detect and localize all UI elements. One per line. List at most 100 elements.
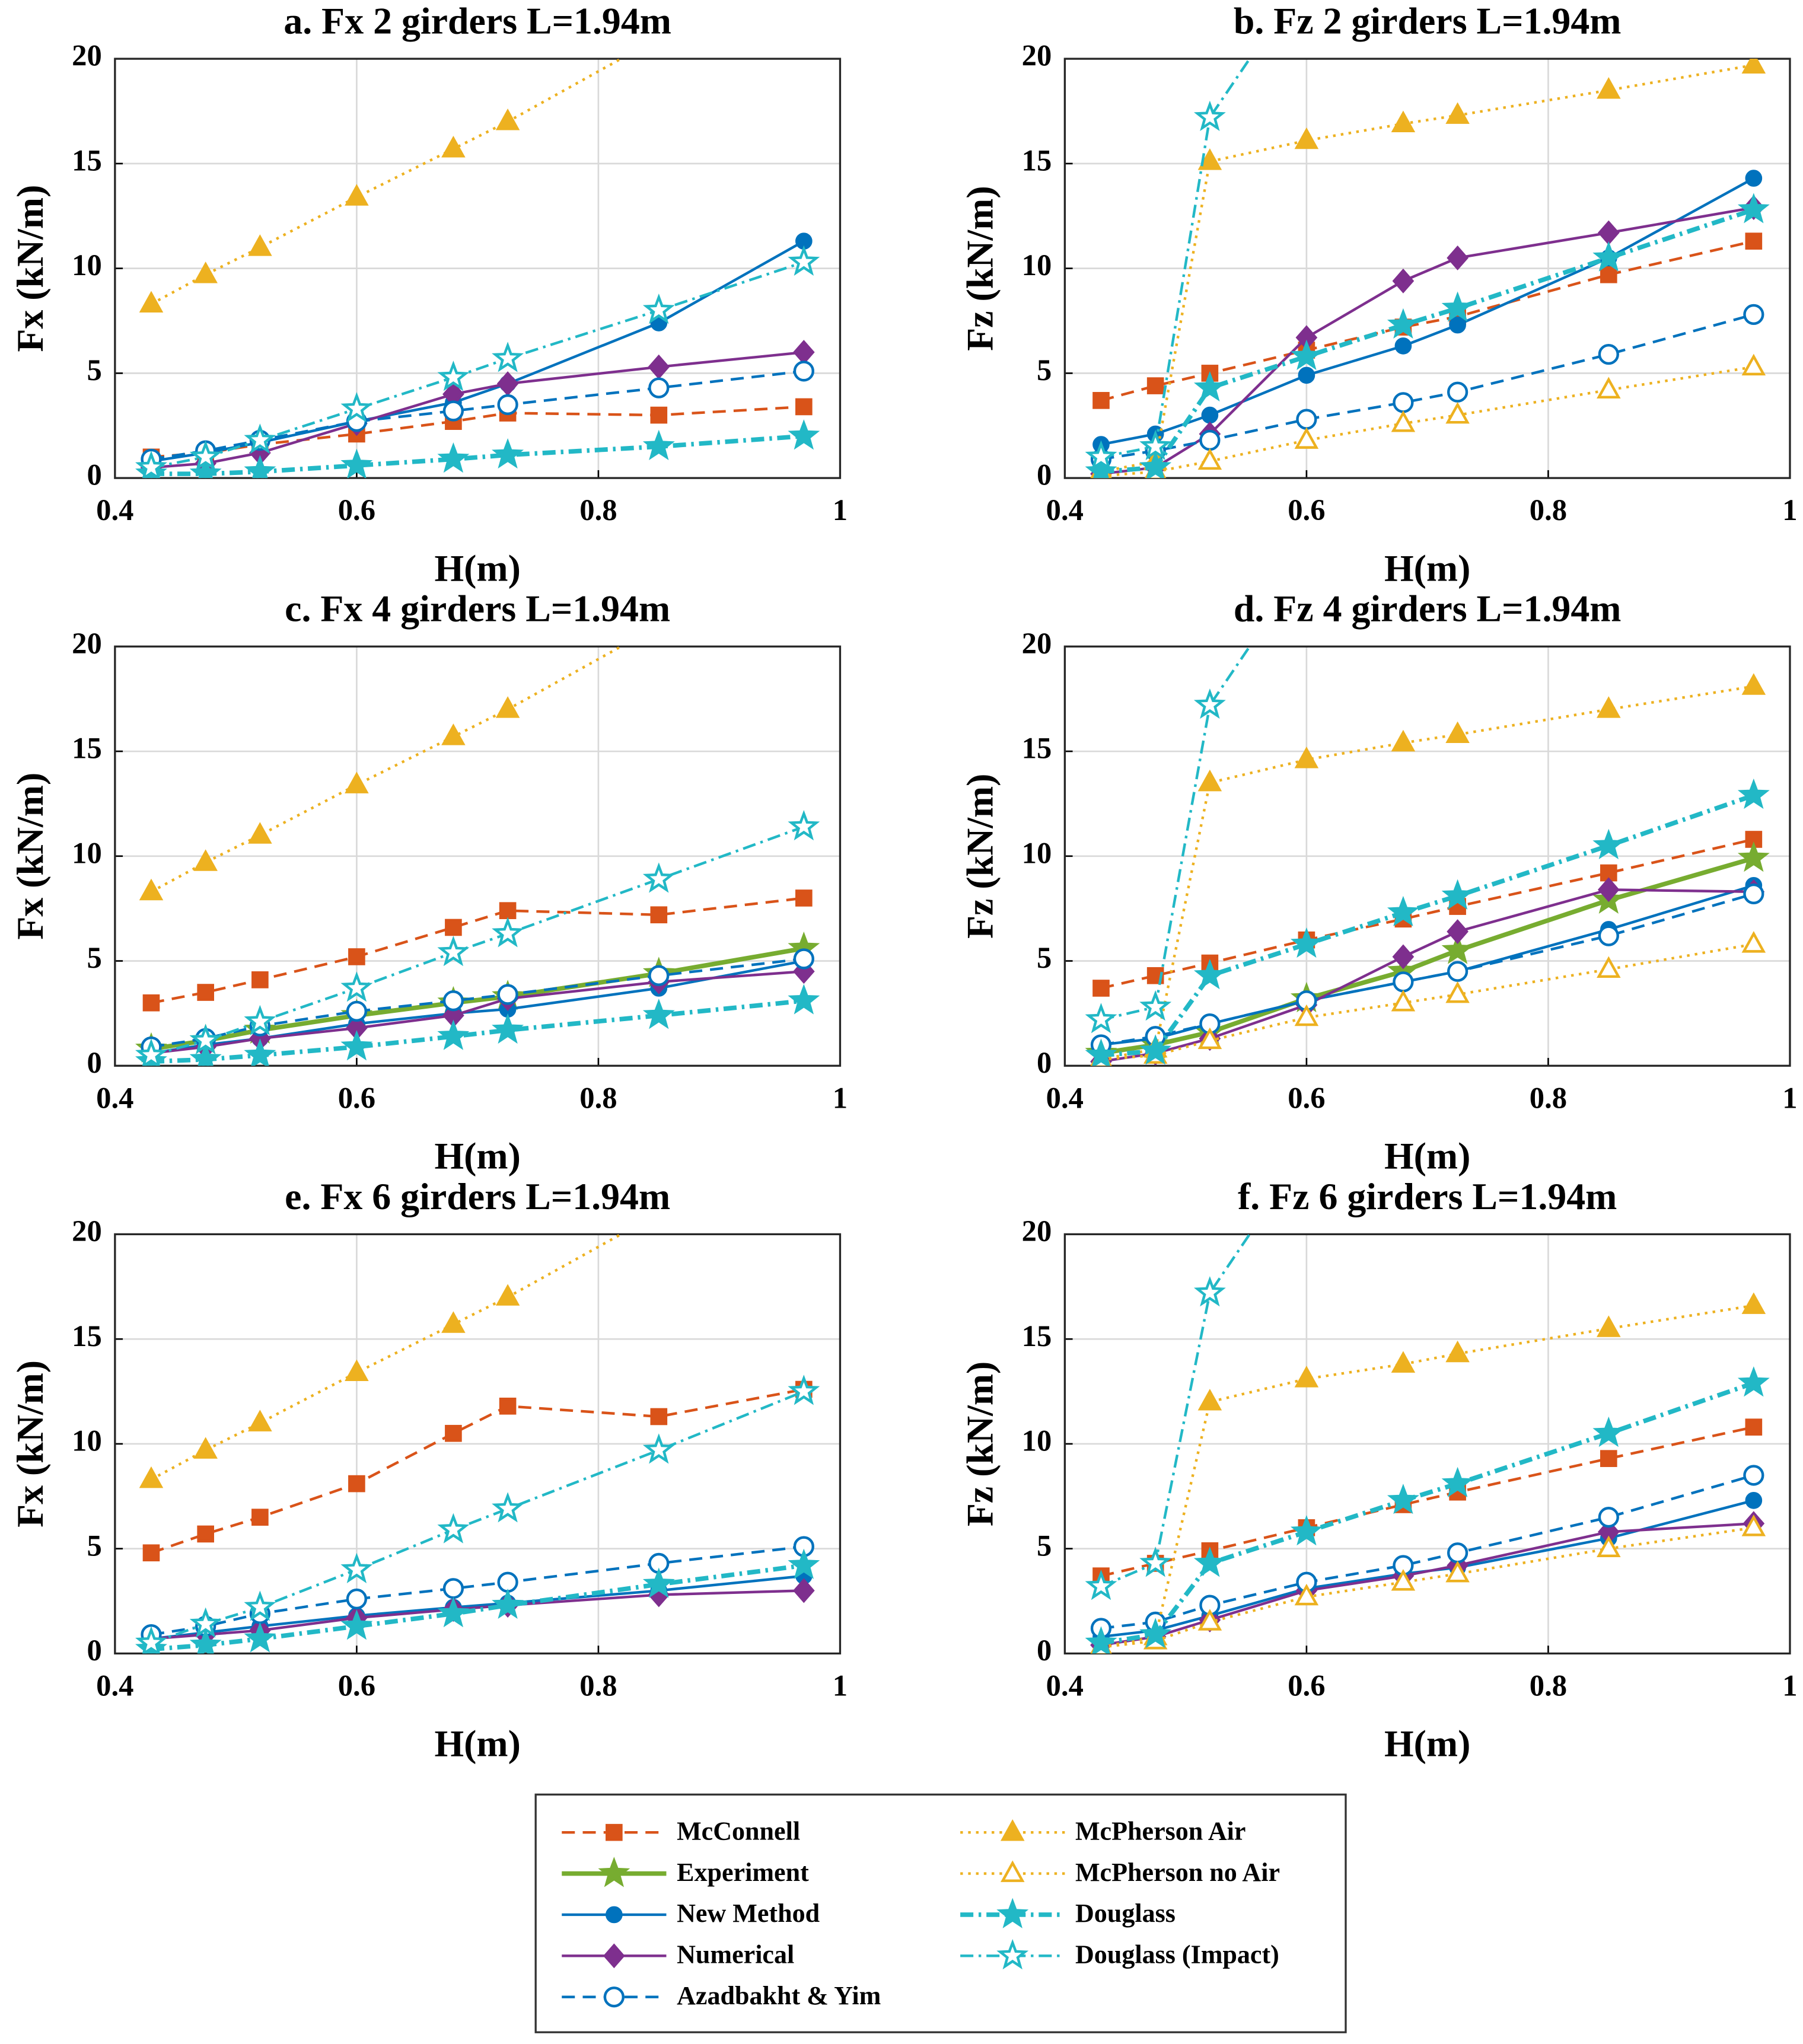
- marker: [348, 1475, 365, 1493]
- marker: [1441, 1466, 1474, 1498]
- marker: [437, 1513, 470, 1544]
- y-tick-label: 15: [1022, 144, 1052, 177]
- marker: [1298, 366, 1315, 384]
- x-tick-label: 0.8: [1530, 1081, 1567, 1114]
- marker: [139, 291, 164, 313]
- legend-label: Douglass (Impact): [1075, 1940, 1279, 1969]
- marker: [340, 1609, 373, 1640]
- marker: [442, 400, 464, 422]
- series-line: [1101, 177, 1754, 446]
- legend-label: McConnell: [677, 1817, 800, 1846]
- marker: [437, 1596, 470, 1628]
- series-line: [150, 59, 624, 305]
- marker: [497, 984, 518, 1005]
- marker: [642, 999, 675, 1029]
- marker: [788, 809, 820, 841]
- y-tick-label: 10: [1022, 836, 1052, 869]
- series-line: [1100, 240, 1754, 402]
- legend-label: Azadbakht & Yim: [677, 1981, 881, 2010]
- y-tick-label: 20: [1022, 39, 1052, 72]
- marker: [788, 1548, 820, 1579]
- marker: [1085, 1626, 1117, 1654]
- marker: [496, 371, 519, 397]
- y-tick-label: 0: [1037, 1046, 1052, 1079]
- series-line: [151, 1390, 805, 1644]
- marker: [1592, 1416, 1625, 1447]
- marker: [1447, 919, 1468, 945]
- marker: [1197, 1027, 1222, 1050]
- marker: [1387, 1484, 1419, 1514]
- marker: [788, 419, 820, 450]
- x-tick-label: 0.6: [1288, 493, 1325, 527]
- marker: [437, 1019, 470, 1050]
- marker: [139, 878, 164, 901]
- axes-frame: [1063, 1233, 1791, 1655]
- marker: [1000, 1819, 1025, 1841]
- marker: [1741, 931, 1766, 953]
- marker: [1745, 170, 1763, 187]
- marker: [1597, 696, 1621, 718]
- marker: [346, 1000, 368, 1022]
- y-tick-label: 10: [72, 836, 102, 869]
- marker: [1743, 304, 1764, 326]
- legend-label: New Method: [677, 1899, 820, 1928]
- marker: [603, 1986, 625, 2008]
- y-tick-label: 10: [1022, 1424, 1052, 1458]
- x-tick-label: 1: [833, 1669, 848, 1702]
- marker: [1139, 429, 1172, 461]
- marker: [139, 1466, 164, 1488]
- marker: [1197, 448, 1222, 470]
- x-tick-label: 0.6: [1288, 1081, 1325, 1114]
- marker: [996, 1898, 1029, 1928]
- marker: [1193, 100, 1226, 132]
- marker: [445, 1424, 462, 1442]
- marker: [1193, 688, 1226, 719]
- marker: [492, 917, 524, 948]
- marker: [437, 442, 470, 473]
- marker: [345, 1359, 369, 1382]
- series-line: [1101, 1499, 1754, 1638]
- y-tick-label: 10: [72, 248, 102, 282]
- marker: [1197, 1389, 1222, 1411]
- x-tick-label: 0.4: [96, 493, 133, 527]
- marker: [251, 971, 269, 988]
- marker: [795, 889, 813, 907]
- marker: [1000, 1860, 1025, 1882]
- x-tick-label: 0.8: [1530, 493, 1567, 527]
- marker: [792, 1578, 815, 1603]
- marker: [1193, 1546, 1226, 1577]
- marker: [495, 1284, 520, 1306]
- marker: [1447, 961, 1468, 982]
- chart-title: c. Fx 4 girders L=1.94m: [285, 588, 670, 630]
- axes-frame: [114, 1233, 842, 1655]
- marker: [1741, 1292, 1766, 1314]
- series-line: [1100, 1234, 1251, 1588]
- marker: [1193, 958, 1226, 990]
- marker: [1597, 956, 1621, 978]
- marker: [1391, 1569, 1416, 1591]
- marker: [142, 994, 160, 1012]
- series-line: [151, 959, 804, 1055]
- axes-frame: [1063, 645, 1791, 1067]
- marker: [1445, 401, 1470, 424]
- y-tick-label: 20: [72, 39, 102, 72]
- x-axis-label: H(m): [434, 1723, 520, 1765]
- marker: [442, 1578, 464, 1599]
- x-tick-label: 0.8: [1530, 1669, 1567, 1702]
- marker: [1296, 409, 1317, 430]
- y-tick-label: 5: [1037, 353, 1052, 387]
- marker: [1139, 451, 1172, 479]
- y-tick-label: 0: [87, 1046, 101, 1079]
- marker: [189, 1023, 222, 1054]
- series-line: [1101, 685, 1754, 1061]
- marker: [1294, 1137, 1319, 1161]
- x-tick-label: 1: [1782, 1669, 1797, 1702]
- y-tick-label: 20: [72, 1214, 102, 1248]
- marker: [606, 1823, 623, 1841]
- marker: [348, 948, 365, 965]
- series-line: [151, 1388, 804, 1554]
